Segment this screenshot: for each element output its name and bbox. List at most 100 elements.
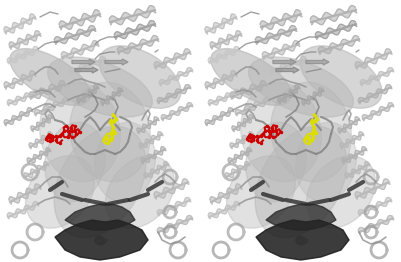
Ellipse shape [211, 49, 291, 105]
Polygon shape [205, 71, 237, 89]
Polygon shape [109, 6, 156, 25]
Ellipse shape [246, 122, 306, 202]
Polygon shape [210, 31, 242, 49]
Polygon shape [55, 220, 148, 260]
Polygon shape [355, 49, 392, 69]
Polygon shape [310, 6, 357, 25]
Polygon shape [362, 103, 394, 121]
Polygon shape [228, 148, 252, 164]
Polygon shape [139, 132, 163, 149]
Polygon shape [72, 59, 95, 65]
Polygon shape [355, 179, 390, 199]
Polygon shape [105, 59, 128, 65]
Polygon shape [69, 56, 106, 74]
Polygon shape [7, 47, 39, 64]
Polygon shape [159, 68, 193, 86]
Ellipse shape [10, 49, 90, 105]
Polygon shape [358, 198, 392, 216]
Ellipse shape [255, 126, 347, 238]
Polygon shape [154, 49, 191, 69]
Polygon shape [4, 71, 36, 89]
Bar [201, 0, 401, 262]
Polygon shape [256, 220, 349, 260]
Polygon shape [101, 88, 123, 106]
Polygon shape [4, 108, 33, 126]
Polygon shape [260, 10, 302, 30]
Polygon shape [360, 68, 394, 86]
Ellipse shape [54, 126, 146, 238]
Ellipse shape [300, 46, 382, 108]
Polygon shape [255, 26, 297, 44]
Polygon shape [230, 132, 254, 149]
Ellipse shape [26, 156, 95, 228]
Ellipse shape [95, 122, 155, 202]
Polygon shape [318, 36, 360, 54]
Polygon shape [235, 97, 270, 116]
Polygon shape [208, 89, 240, 106]
Polygon shape [208, 201, 240, 219]
Polygon shape [205, 14, 237, 34]
Polygon shape [210, 184, 242, 204]
Ellipse shape [227, 156, 296, 228]
Polygon shape [342, 147, 367, 164]
Polygon shape [262, 41, 300, 59]
Polygon shape [114, 21, 156, 39]
Polygon shape [278, 85, 300, 103]
Ellipse shape [70, 82, 150, 182]
Polygon shape [154, 179, 189, 199]
Polygon shape [34, 97, 69, 116]
Polygon shape [7, 89, 39, 106]
Polygon shape [266, 204, 336, 230]
Polygon shape [54, 26, 96, 44]
Polygon shape [31, 115, 53, 132]
Polygon shape [232, 115, 254, 132]
Ellipse shape [249, 57, 353, 117]
Polygon shape [157, 198, 191, 216]
Polygon shape [117, 36, 159, 54]
Polygon shape [4, 14, 36, 34]
Polygon shape [144, 162, 169, 179]
Polygon shape [27, 148, 51, 164]
Polygon shape [302, 88, 324, 106]
Polygon shape [29, 81, 66, 99]
Polygon shape [29, 132, 53, 149]
Polygon shape [306, 59, 329, 65]
Polygon shape [157, 85, 191, 104]
Polygon shape [276, 67, 299, 73]
Polygon shape [273, 59, 296, 65]
Ellipse shape [241, 82, 321, 182]
Bar [0, 0, 200, 262]
Polygon shape [24, 162, 49, 179]
Polygon shape [205, 108, 234, 126]
Polygon shape [270, 56, 307, 74]
Ellipse shape [271, 82, 351, 182]
Polygon shape [137, 117, 159, 134]
Polygon shape [9, 31, 41, 49]
Ellipse shape [40, 82, 120, 182]
Polygon shape [225, 162, 250, 179]
Polygon shape [7, 201, 39, 219]
Polygon shape [340, 132, 364, 149]
Ellipse shape [306, 156, 375, 228]
Polygon shape [345, 162, 370, 179]
Polygon shape [59, 10, 101, 30]
Ellipse shape [48, 57, 152, 117]
Ellipse shape [99, 46, 181, 108]
Polygon shape [338, 117, 360, 134]
Polygon shape [75, 67, 98, 73]
Polygon shape [358, 216, 394, 234]
Polygon shape [358, 85, 392, 104]
Polygon shape [65, 204, 135, 230]
Polygon shape [315, 21, 357, 39]
Polygon shape [61, 41, 99, 59]
Ellipse shape [105, 156, 174, 228]
Ellipse shape [296, 122, 356, 202]
Polygon shape [77, 85, 99, 103]
Ellipse shape [45, 122, 105, 202]
Polygon shape [141, 147, 166, 164]
Polygon shape [208, 47, 240, 64]
Polygon shape [230, 81, 267, 99]
Polygon shape [9, 184, 41, 204]
Polygon shape [161, 103, 193, 121]
Polygon shape [157, 216, 193, 234]
